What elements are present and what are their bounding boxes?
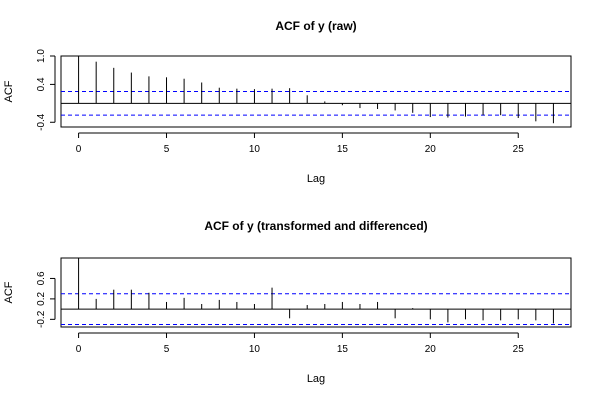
- y-tick-label: -0.4: [36, 113, 47, 131]
- x-tick-label: 20: [425, 344, 437, 355]
- x-axis-label: Lag: [307, 173, 325, 185]
- y-tick-label: 0.6: [36, 271, 47, 285]
- y-tick-label: 0.2: [36, 292, 47, 306]
- x-tick-label: 0: [76, 144, 82, 155]
- y-axis-label: ACF: [3, 80, 15, 102]
- x-tick-label: 0: [76, 344, 82, 355]
- x-tick-label: 10: [249, 344, 261, 355]
- chart-title: ACF of y (raw): [275, 19, 356, 33]
- x-tick-label: 15: [337, 144, 349, 155]
- x-tick-label: 20: [425, 144, 437, 155]
- y-tick-label: 1.0: [36, 49, 47, 63]
- y-tick-label: 0.4: [36, 77, 47, 91]
- x-tick-label: 25: [513, 344, 525, 355]
- plot-frame: [60, 257, 572, 328]
- x-tick-label: 5: [164, 144, 170, 155]
- x-tick-label: 5: [164, 344, 170, 355]
- y-tick-label: -0.2: [36, 310, 47, 328]
- x-tick-label: 10: [249, 144, 261, 155]
- x-tick-label: 25: [513, 144, 525, 155]
- x-axis-label: Lag: [307, 373, 325, 385]
- chart-title: ACF of y (transformed and differenced): [204, 219, 427, 233]
- y-axis-label: ACF: [3, 281, 15, 303]
- x-tick-label: 15: [337, 344, 349, 355]
